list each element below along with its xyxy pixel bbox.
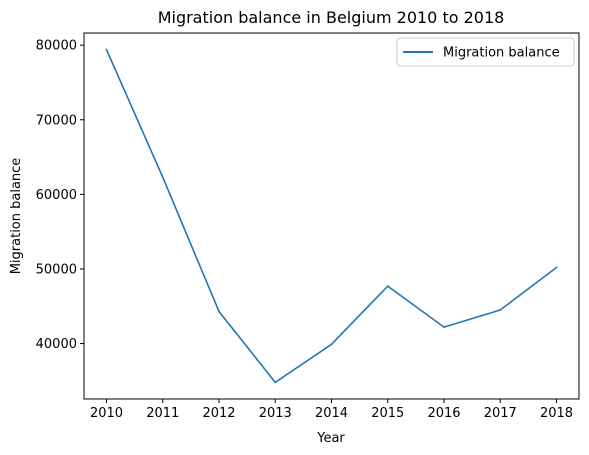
x-tick-label: 2011	[146, 406, 179, 421]
x-tick-label: 2015	[371, 406, 404, 421]
data-point	[443, 326, 445, 329]
chart-title: Migration balance in Belgium 2010 to 201…	[158, 8, 505, 27]
y-tick-label: 40000	[36, 337, 77, 352]
x-tick-label: 2014	[315, 406, 348, 421]
data-point	[499, 309, 502, 311]
x-tick-label: 2016	[427, 406, 460, 421]
x-tick-label: 2017	[484, 406, 517, 421]
data-point	[161, 176, 164, 179]
y-tick-label: 80000	[36, 39, 77, 54]
y-tick-label: 50000	[36, 262, 77, 277]
legend-label: Migration balance	[443, 46, 560, 61]
x-tick-label: 2012	[202, 406, 235, 421]
legend-box	[396, 37, 575, 67]
series-line	[105, 48, 558, 384]
x-axis: 2010 2011 2012 2013 2014 2015 2016 2017 2018	[90, 399, 573, 421]
legend: Migration balance	[396, 37, 575, 67]
data-point	[218, 310, 220, 313]
x-tick-label: 2010	[90, 406, 123, 421]
x-axis-title: Year	[316, 431, 345, 446]
data-point	[105, 48, 108, 51]
x-tick-label: 2018	[540, 406, 573, 421]
y-tick-label: 70000	[36, 113, 77, 128]
y-axis: 40000 50000 60000 70000 80000	[36, 39, 84, 352]
data-point	[274, 381, 277, 384]
data-point	[386, 285, 389, 288]
data-point	[555, 266, 558, 269]
series-layer	[105, 48, 558, 384]
data-point	[330, 343, 333, 346]
x-tick-label: 2013	[259, 406, 292, 421]
y-tick-label: 60000	[36, 188, 77, 203]
y-axis-title: Migration balance	[9, 158, 24, 275]
